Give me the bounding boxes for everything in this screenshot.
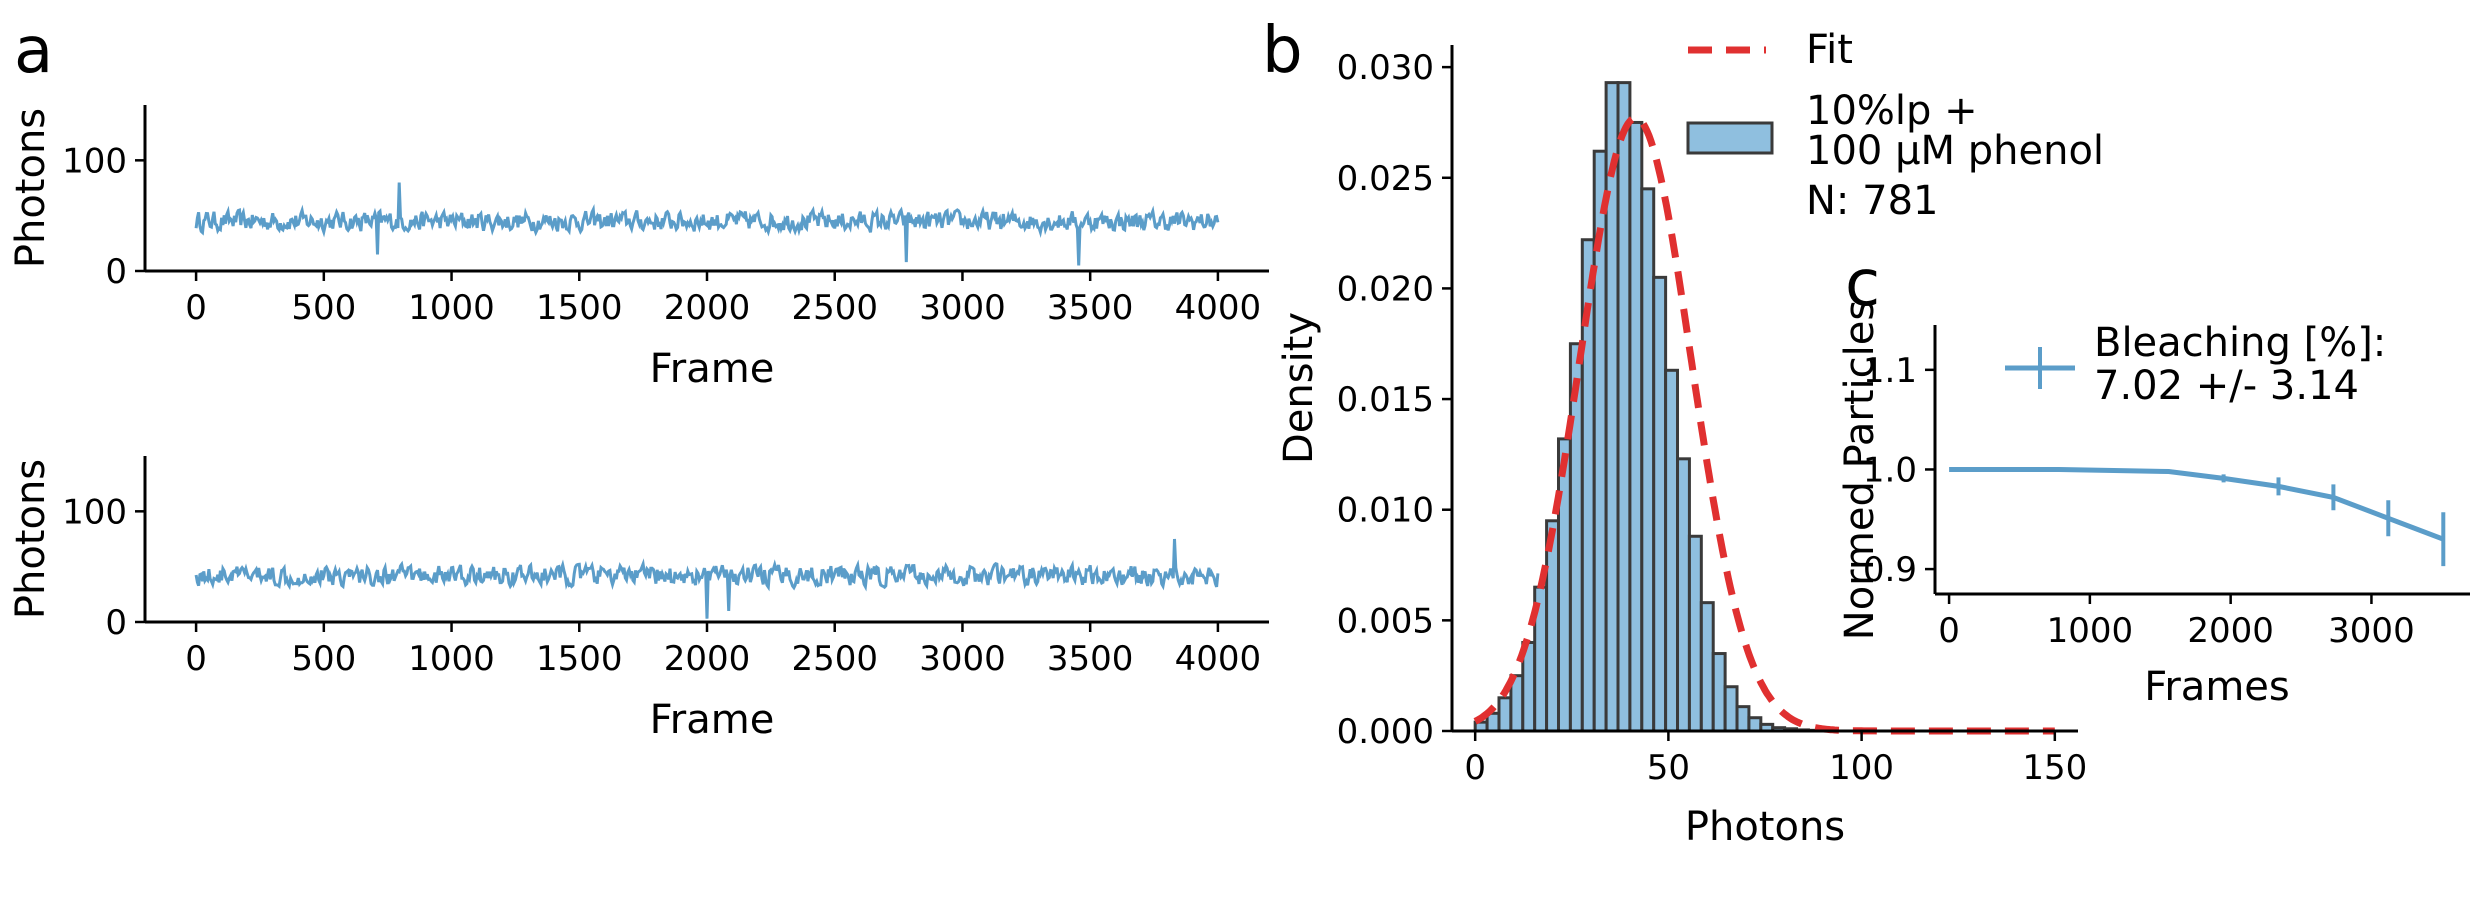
histogram-bar — [1747, 716, 1763, 733]
x-tick-label: 1500 — [536, 288, 623, 328]
x-tick-label: 0 — [1464, 748, 1486, 788]
y-tick-label: 0.025 — [1337, 159, 1434, 199]
panel-b-histogram: b 0 50 100 150 0.000 0.005 0.010 0.015 0.020 0.02… — [1262, 14, 2104, 850]
legend-label-line1: Bleaching [%]: — [2094, 320, 2386, 366]
x-tick-label: 2000 — [2187, 611, 2274, 651]
x-axis-label: Photons — [1685, 804, 1845, 850]
tick-group: 0 1000 2000 3000 0.9 1.0 1.1 — [1863, 351, 2415, 651]
x-axis-label: Frames — [2144, 664, 2289, 710]
panel-label-c: c — [1845, 247, 1880, 321]
panel-label-a: a — [14, 14, 53, 88]
x-tick-label: 1000 — [408, 288, 495, 328]
tick-group: 0 50 100 150 0.000 0.005 0.010 0.015 0.020 0.025 0… — [1337, 48, 2088, 788]
y-tick-label: 100 — [62, 141, 127, 181]
histogram-bar — [1556, 437, 1572, 733]
x-tick-label: 500 — [291, 639, 356, 679]
x-axis-label: Frame — [650, 346, 775, 392]
y-tick-label: 1.0 — [1863, 450, 1917, 490]
histogram-bar — [1628, 120, 1644, 733]
y-tick-label: 100 — [62, 492, 127, 532]
x-tick-label: 4000 — [1175, 639, 1262, 679]
x-tick-label: 1500 — [536, 639, 623, 679]
x-tick-label: 0 — [185, 288, 207, 328]
x-tick-label: 0 — [185, 639, 207, 679]
bleaching-curve-line — [1949, 467, 2445, 542]
y-tick-label: 0.000 — [1337, 712, 1434, 752]
y-axis-label: Photons — [8, 108, 54, 268]
x-tick-label: 4000 — [1175, 288, 1262, 328]
y-tick-label: 0 — [105, 603, 127, 643]
histogram-bar — [1699, 601, 1715, 733]
y-tick-label: 0.015 — [1337, 380, 1434, 420]
legend: Fit 10%lp + 100 μM phenol N: 781 — [1686, 27, 2104, 224]
gaussian-fit-line — [1473, 114, 2055, 735]
photon-trace-line — [194, 538, 1220, 619]
y-axis-label: Normed Particles — [1837, 300, 1883, 640]
legend-bar-swatch — [1686, 121, 1774, 155]
legend-series-label-line1: 10%lp + — [1806, 88, 1978, 134]
histogram-bar — [1497, 696, 1513, 733]
legend-fit-label: Fit — [1806, 27, 1853, 73]
x-tick-label: 50 — [1647, 748, 1690, 788]
histogram-bar — [1652, 275, 1668, 733]
histogram-bar — [1711, 652, 1727, 733]
x-tick-label: 150 — [2022, 748, 2087, 788]
legend-count-label: N: 781 — [1806, 178, 1938, 224]
tick-group: 0 500 1000 1500 2000 2500 3000 3500 4000 0 100 — [62, 141, 1261, 328]
histogram-bar — [1545, 519, 1560, 733]
tick-group: 0 500 1000 1500 2000 2500 3000 3500 4000 0 100 — [62, 492, 1261, 679]
x-tick-label: 2500 — [791, 639, 878, 679]
x-tick-label: 100 — [1829, 748, 1894, 788]
x-tick-label: 2500 — [791, 288, 878, 328]
y-tick-label: 0.030 — [1337, 48, 1434, 88]
x-tick-label: 3000 — [2328, 611, 2415, 651]
x-tick-label: 0 — [1938, 611, 1960, 651]
x-tick-label: 1000 — [408, 639, 495, 679]
x-axis-label: Frame — [650, 697, 775, 743]
histogram-bar — [1687, 534, 1703, 733]
y-tick-label: 0.005 — [1337, 601, 1434, 641]
x-tick-label: 3500 — [1047, 639, 1134, 679]
legend-series-label-line2: 100 μM phenol — [1806, 128, 2104, 174]
panel-a-bottom-trace: 0 500 1000 1500 2000 2500 3000 3500 4000 0 100 Pho… — [8, 456, 1269, 743]
x-tick-label: 2000 — [664, 639, 751, 679]
histogram-bar — [1735, 705, 1751, 733]
legend-label-line2: 7.02 +/- 3.14 — [2094, 363, 2359, 409]
histogram-bars — [1473, 81, 1822, 733]
y-tick-label: 0.9 — [1863, 550, 1917, 590]
y-axis-label: Density — [1276, 312, 1322, 464]
legend: Bleaching [%]: 7.02 +/- 3.14 — [2005, 320, 2386, 409]
panel-a-top-trace: a 0 500 1000 1500 2000 2500 3000 3500 4000 0 100 P… — [8, 14, 1269, 392]
x-tick-label: 3000 — [919, 288, 1006, 328]
histogram-bar — [1664, 368, 1680, 733]
y-tick-label: 0 — [105, 252, 127, 292]
histogram-bar — [1604, 81, 1620, 733]
panel-label-b: b — [1262, 14, 1303, 88]
histogram-bar — [1640, 187, 1656, 733]
error-bars — [2166, 470, 2446, 567]
panel-c-bleaching: c 0 1000 2000 3000 0.9 1.0 1.1 Normed Particle… — [1837, 247, 2470, 710]
x-tick-label: 3000 — [919, 639, 1006, 679]
histogram-bar — [1723, 685, 1739, 733]
x-tick-label: 1000 — [2047, 611, 2134, 651]
x-tick-label: 500 — [291, 288, 356, 328]
x-tick-label: 3500 — [1047, 288, 1134, 328]
histogram-bar — [1616, 81, 1632, 733]
histogram-bar — [1676, 457, 1691, 733]
y-tick-label: 0.020 — [1337, 269, 1434, 309]
y-tick-label: 0.010 — [1337, 491, 1434, 531]
photon-trace-line — [194, 182, 1220, 266]
y-axis-label: Photons — [8, 459, 54, 619]
y-tick-label: 1.1 — [1863, 351, 1917, 391]
x-tick-label: 2000 — [664, 288, 751, 328]
